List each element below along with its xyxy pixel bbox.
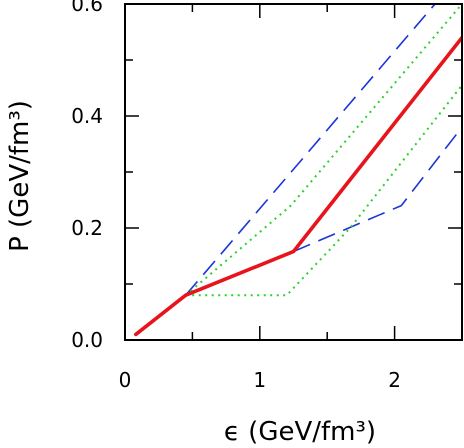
y-tick-label: 0.0 [71,328,103,352]
axes-layer: 0 1 2 0.0 0.2 0.4 0.6 [71,0,463,392]
series-line-dotted-4 [185,84,462,297]
series-line-dotted-3 [185,4,462,296]
series-line-dashed-1 [185,4,436,296]
x-tick-label: 0 [119,368,132,392]
plot-frame [124,3,463,341]
series-line-dashed-2 [293,126,462,253]
series-layer [134,4,462,337]
series-line-solid-0 [134,35,462,337]
x-axis-title: ϵ (GeV/fm³) [224,417,376,447]
y-tick-label: 0.2 [71,216,103,240]
x-tick-label: 1 [253,368,266,392]
y-tick-label: 0.4 [71,104,103,128]
y-tick-label: 0.6 [71,0,103,16]
y-axis-title: P (GeV/fm³) [5,100,35,252]
x-tick-label: 2 [388,368,401,392]
